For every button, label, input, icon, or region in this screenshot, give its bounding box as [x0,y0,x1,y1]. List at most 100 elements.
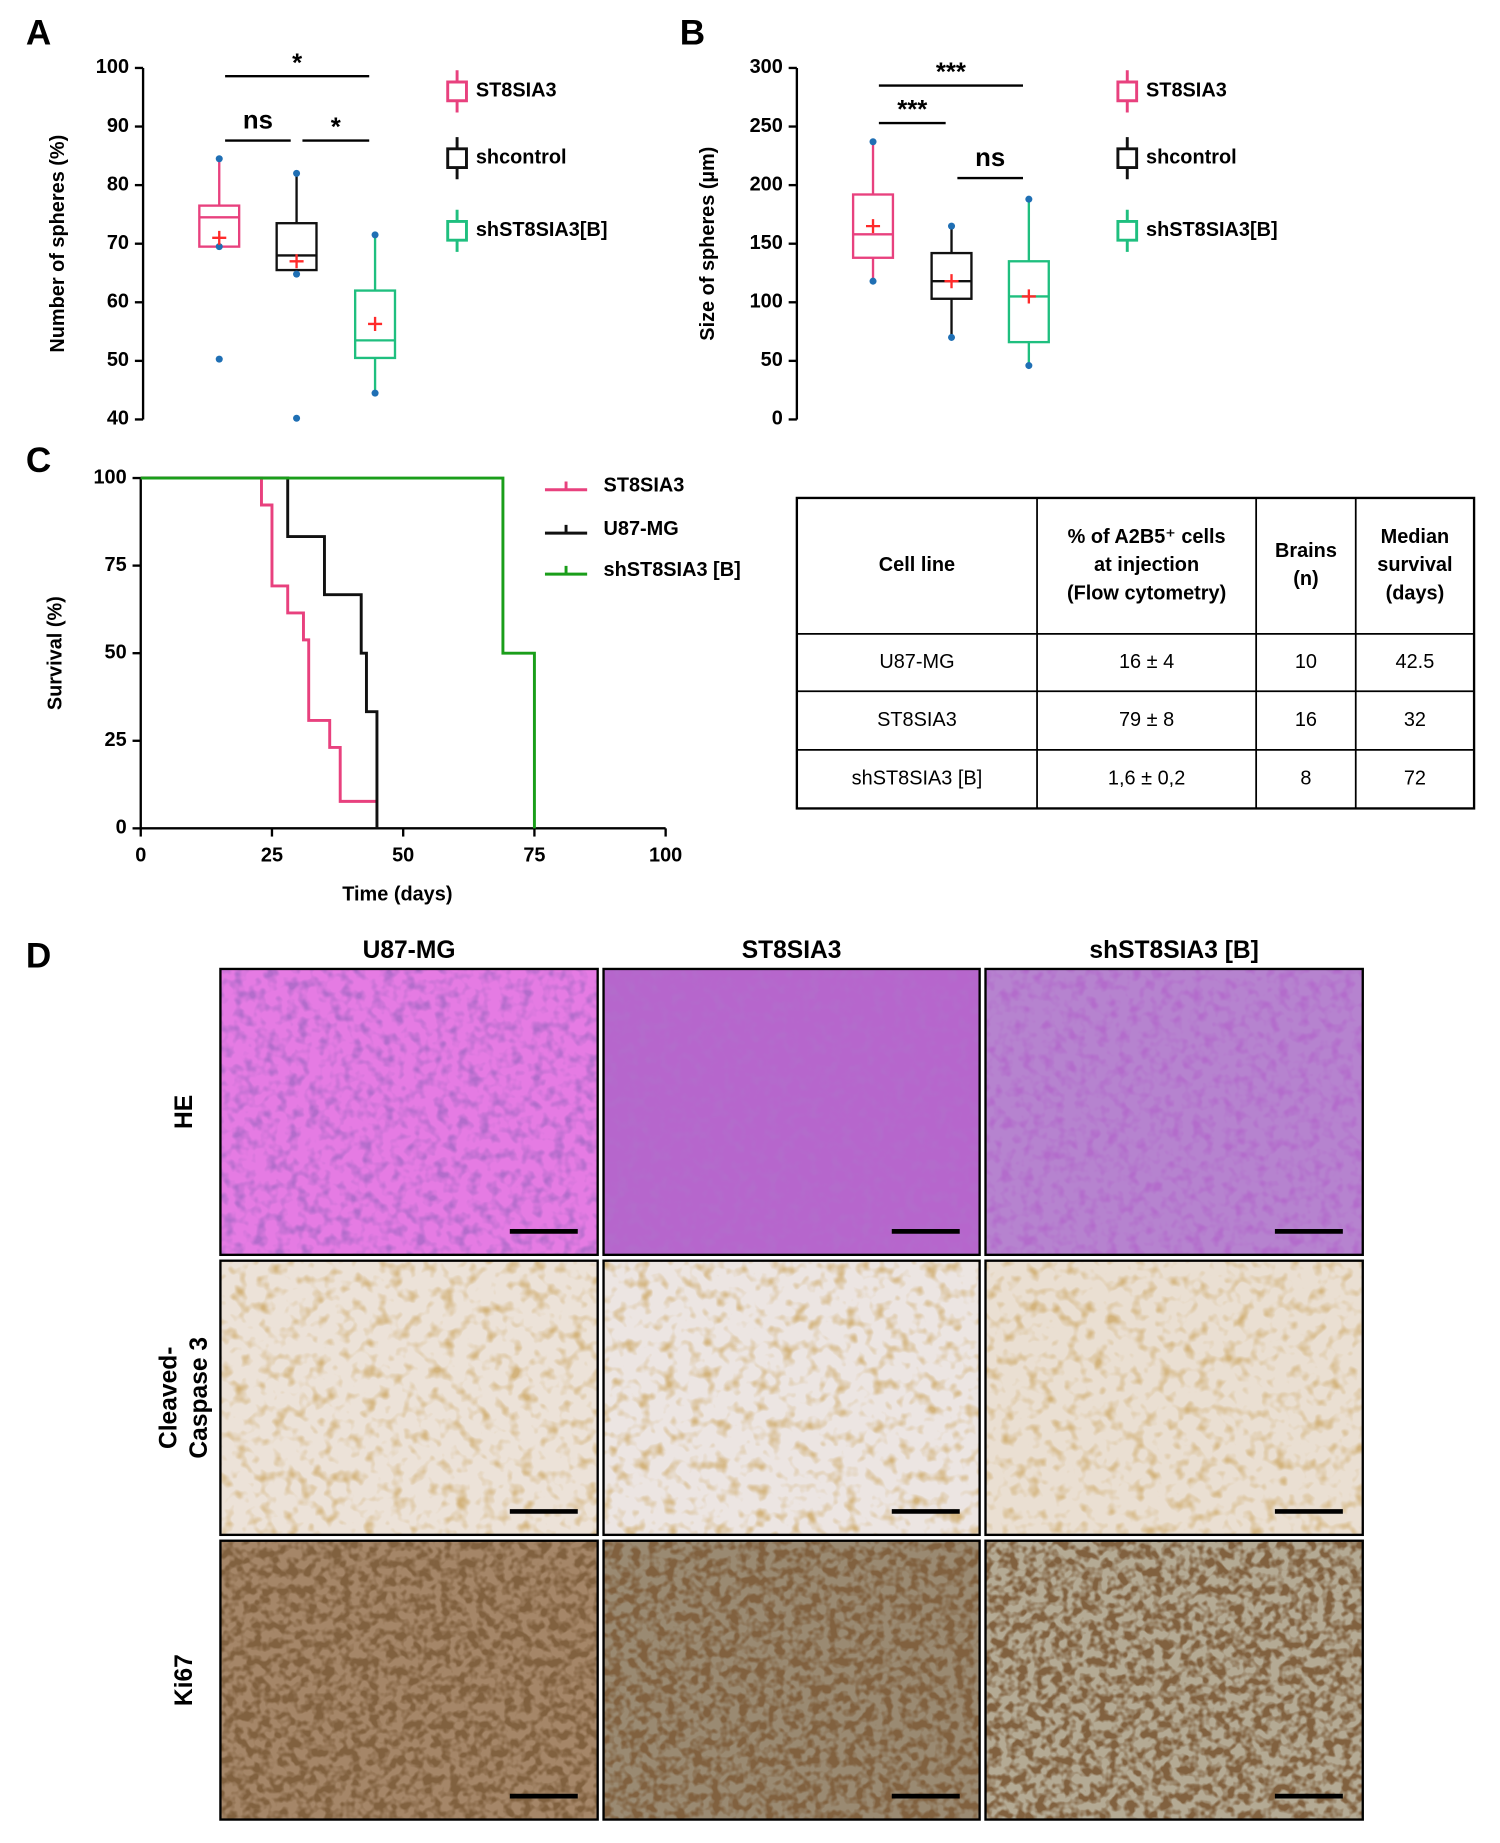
micrograph-texture [220,1540,598,1820]
legend-icon [544,524,588,535]
micrograph-frame [602,1539,981,1821]
significance-label: * [292,49,302,77]
legend-icon [446,70,468,113]
y-tick-label: 60 [107,291,129,313]
row-label: Cleaved- [156,1347,183,1450]
legend-icon [544,565,588,576]
legend-label: ST8SIA3 [604,474,685,496]
mean [212,230,227,245]
table-cell: 16 ± 4 [1119,651,1174,673]
column-header: U87-MG [363,937,456,964]
significance-label: ns [975,144,1005,172]
micrograph-texture [603,1260,980,1535]
table-cell: 16 [1295,709,1317,731]
whisker-end [371,231,379,239]
table-header: at injection [1094,554,1199,576]
significance-label: * [331,114,341,142]
micrograph-frame [984,1259,1364,1537]
row-label: Caspase 3 [186,1337,213,1459]
table-cell: 32 [1404,709,1426,731]
x-tick-label: 50 [392,845,414,867]
micrograph-frame [984,1539,1364,1821]
whisker-end [215,155,223,163]
micrograph-texture [985,1260,1363,1535]
whisker-end [293,169,301,177]
column-header: shST8SIA3 [B] [1089,937,1258,964]
legend-label: ST8SIA3 [1146,80,1227,102]
micrograph-frame [219,1259,599,1537]
y-tick-label: 250 [750,115,783,137]
micrograph-texture [603,968,980,1255]
table-cell: 10 [1295,651,1317,673]
y-tick-label: 25 [105,729,127,751]
column-header: ST8SIA3 [742,937,842,964]
y-tick-label: 150 [750,232,783,254]
table-cell: 8 [1300,767,1311,789]
table-border [795,496,1476,810]
table-header: Brains [1275,540,1337,562]
table-header: Cell line [879,554,955,576]
micrograph-frame [984,967,1364,1257]
outlier [215,355,223,363]
survival-line [140,476,379,829]
y-tick-label: 100 [96,56,129,78]
legend-label: shST8SIA3[B] [476,219,608,241]
mean [865,219,881,234]
legend-label: shcontrol [476,146,567,168]
y-tick-label: 50 [761,349,783,371]
y-axis-label: Number of spheres (%) [47,135,69,353]
panel-label: B [680,13,705,52]
significance-label: ns [243,107,273,135]
axes [139,478,666,830]
legend-icon [446,209,468,252]
x-tick-label: 100 [649,845,682,867]
legend-icon [1116,209,1139,252]
legend-icon [446,137,468,180]
micrograph-frame [219,967,599,1257]
survival-line [140,476,377,803]
micrograph-frame [602,1259,981,1537]
legend-label: shcontrol [1146,146,1237,168]
whisker-end [1025,195,1033,203]
row-label: HE [171,1095,198,1129]
table-header: (days) [1386,582,1445,604]
legend-icon [1116,70,1139,113]
y-tick-label: 0 [116,817,127,839]
table-cell: 1,6 ± 0,2 [1108,767,1185,789]
mean [368,316,383,331]
y-tick-label: 100 [750,291,783,313]
outlier [293,414,301,422]
micrograph-frame [602,967,981,1257]
mean [944,274,959,289]
whisker-end [869,138,877,146]
whisker-end [293,270,301,278]
whisker-end [371,389,379,397]
table-cell: shST8SIA3 [B] [852,767,983,789]
x-axis-label: Time (days) [342,883,452,905]
table-cell: 42.5 [1396,651,1435,673]
y-tick-label: 40 [107,408,129,430]
mean [1021,289,1036,304]
legend-label: shST8SIA3[B] [1146,219,1278,241]
survival-line [140,476,536,829]
panel-label: A [26,13,51,52]
whisker-end [948,333,956,341]
y-tick-label: 100 [93,466,126,488]
y-tick-label: 0 [772,408,783,430]
table-cell: 72 [1404,767,1426,789]
table-header: % of A2B5⁺ cells [1068,526,1226,548]
micrograph-texture [985,968,1363,1255]
whisker-end [1025,362,1033,370]
x-tick-label: 0 [135,845,146,867]
legend-icon [544,481,588,492]
whisker-end [869,277,877,285]
table-cell: ST8SIA3 [877,709,957,731]
significance-label: *** [897,96,927,124]
table-header: Median [1381,526,1450,548]
table-header: survival [1377,554,1452,576]
y-tick-label: 50 [107,349,129,371]
panel-label: C [26,441,51,480]
legend-label: U87-MG [604,518,679,540]
whisker-end [215,243,223,251]
